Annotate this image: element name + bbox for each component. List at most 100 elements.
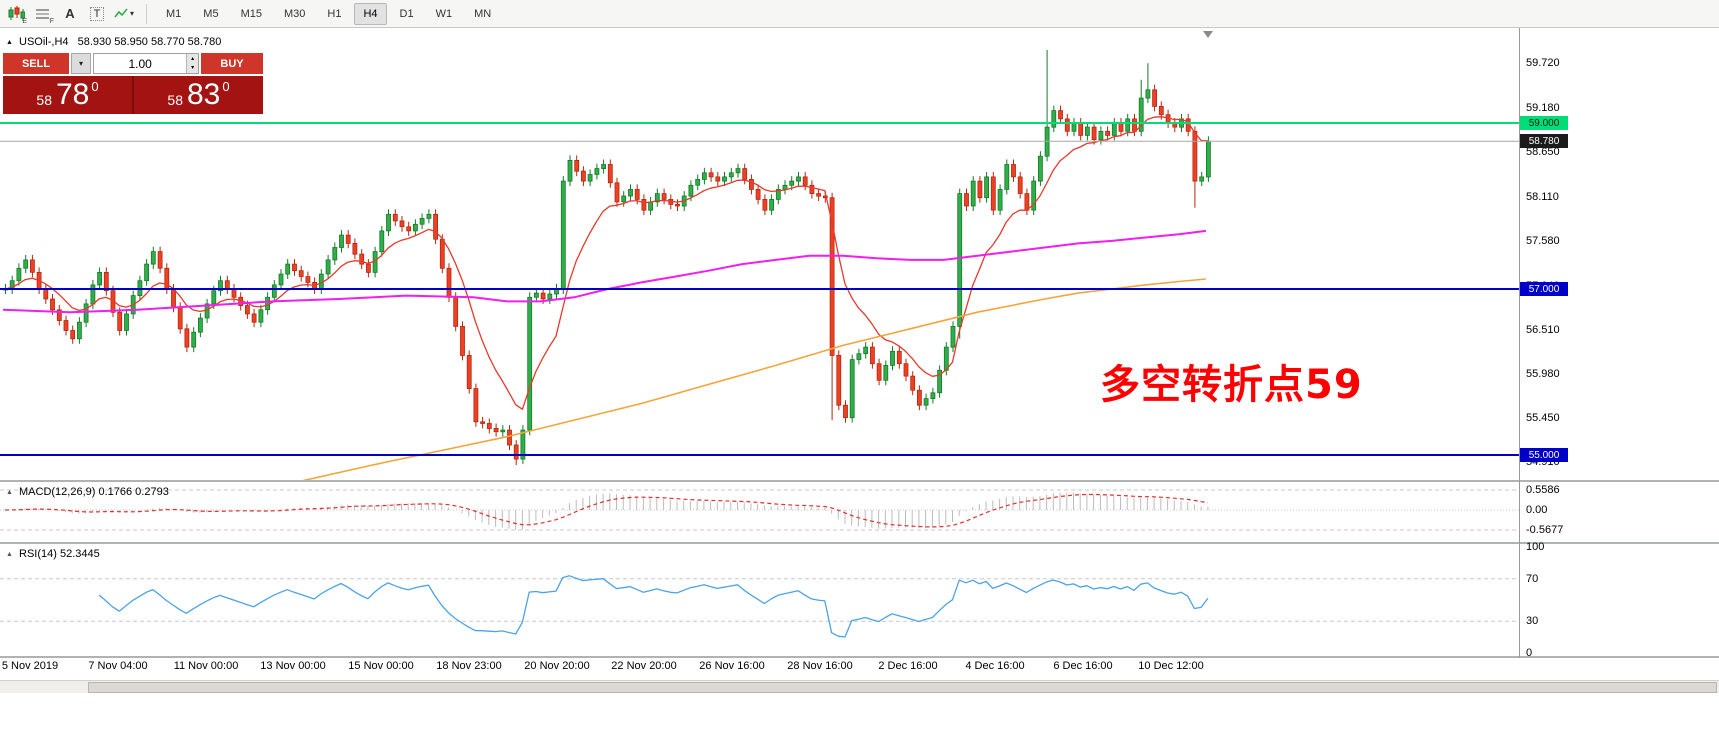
- sell-price-box[interactable]: 58 78 0: [3, 76, 132, 114]
- one-click-trade-panel: SELL ▾ ▴ ▾ BUY 58 78 0 58 83 0: [3, 53, 263, 114]
- rsi-label-text: RSI(14) 52.3445: [19, 548, 100, 560]
- date-axis[interactable]: 5 Nov 2019 7 Nov 04:00 11 Nov 00:00 13 Nov …: [0, 658, 1519, 676]
- shortcut-letter: E: [22, 17, 27, 25]
- main-price-chart[interactable]: [0, 28, 1519, 480]
- macd-axis-label: 0.00: [1526, 504, 1548, 516]
- text-tool-icon: A: [65, 6, 75, 21]
- date-axis-label: 6 Dec 16:00: [1053, 660, 1113, 672]
- timeframe-button-w1[interactable]: W1: [435, 7, 453, 20]
- rsi-axis-label: 100: [1526, 541, 1545, 553]
- date-axis-label: 11 Nov 00:00: [173, 660, 239, 672]
- text-label-tool-button[interactable]: T: [85, 3, 109, 25]
- macd-axis-label: -0.5677: [1526, 524, 1564, 536]
- timeframe-button-m15[interactable]: M15: [240, 7, 262, 20]
- drawing-tools-dropdown[interactable]: ▾: [112, 3, 136, 25]
- timeframe-button-mn[interactable]: MN: [474, 7, 492, 20]
- price-axis-label: 56.510: [1526, 323, 1560, 336]
- timeframe-button-m5[interactable]: M5: [203, 7, 219, 20]
- price-tag-59.000: 59.000: [1520, 116, 1568, 130]
- rsi-line: [98, 575, 1209, 638]
- price-axis-label: 59.720: [1526, 57, 1560, 70]
- buy-price-small: 58: [167, 92, 183, 108]
- ma-red-line: [4, 116, 1208, 410]
- timeframe-button-m30[interactable]: M30: [283, 7, 306, 20]
- date-axis-label: 5 Nov 2019: [1, 660, 59, 672]
- panel-separator[interactable]: [0, 480, 1719, 482]
- price-tag-57.000: 57.000: [1520, 282, 1568, 296]
- chart-shift-marker[interactable]: [1203, 31, 1213, 38]
- price-axis-border: [1519, 28, 1520, 658]
- macd-label: ▲ MACD(12,26,9) 0.1766 0.2793: [6, 486, 169, 498]
- scrollbar-thumb[interactable]: [88, 682, 1717, 693]
- rsi-axis-label: 70: [1526, 573, 1539, 585]
- shortcut-letter: F: [49, 17, 54, 25]
- ma-magenta-line: [2, 229, 1207, 314]
- buy-button[interactable]: BUY: [201, 53, 263, 74]
- horizontal-scrollbar: [0, 680, 1719, 693]
- stepper-down-icon[interactable]: ▾: [187, 63, 198, 73]
- panel-separator: [0, 656, 1719, 658]
- sell-price-big: 78: [55, 78, 90, 111]
- shapes-icon: [114, 8, 128, 18]
- candlestick-chart-icon: [8, 6, 25, 21]
- indicator-list-button[interactable]: F: [31, 3, 55, 25]
- timeframe-button-h4[interactable]: H4: [354, 2, 387, 25]
- volume-input[interactable]: [94, 54, 187, 73]
- timeframe-button-d1[interactable]: D1: [399, 7, 414, 20]
- chart-annotation-text: 多空转折点59: [1100, 362, 1363, 408]
- price-axis-label: 58.110: [1526, 190, 1559, 203]
- timeframe-button-h1[interactable]: H1: [327, 7, 342, 20]
- price-tag-58.780: 58.780: [1520, 134, 1568, 149]
- candles-layer: [3, 50, 1211, 465]
- date-axis-label: 20 Nov 20:00: [524, 660, 590, 672]
- text-label-icon: T: [89, 6, 105, 21]
- sell-price-small: 58: [36, 92, 52, 108]
- date-axis-label: 22 Nov 20:00: [611, 660, 677, 672]
- timeframe-button-m1[interactable]: M1: [166, 7, 182, 20]
- collapse-triangle-icon[interactable]: ▲: [6, 39, 13, 46]
- date-axis-label: 4 Dec 16:00: [965, 660, 1025, 672]
- chart-window-button[interactable]: E: [4, 3, 28, 25]
- panel-separator[interactable]: [0, 542, 1719, 544]
- order-type-dropdown[interactable]: ▾: [71, 53, 91, 74]
- sell-price-sup: 0: [91, 79, 99, 94]
- price-axis-label: 59.180: [1526, 102, 1560, 115]
- symbol-period-label: USOil-,H4: [19, 36, 69, 48]
- chevron-down-icon: ▾: [129, 9, 134, 18]
- macd-histogram: [11, 492, 1209, 530]
- date-axis-label: 7 Nov 04:00: [88, 660, 148, 672]
- price-axis[interactable]: 59.72059.18058.65058.11057.58057.04056.5…: [1520, 28, 1718, 659]
- buy-price-box[interactable]: 58 83 0: [132, 76, 263, 114]
- text-tool-button[interactable]: A: [58, 3, 82, 25]
- chevron-down-icon: ▾: [78, 59, 83, 68]
- rsi-panel-chart[interactable]: [0, 544, 1519, 656]
- rsi-axis-label: 30: [1526, 615, 1539, 627]
- ma-orange-line: [302, 278, 1206, 480]
- macd-label-text: MACD(12,26,9) 0.1766 0.2793: [19, 486, 169, 498]
- sell-button[interactable]: SELL: [3, 53, 69, 74]
- date-axis-label: 15 Nov 00:00: [348, 660, 414, 672]
- macd-axis-label: 0.5586: [1526, 484, 1560, 496]
- stepper-up-icon[interactable]: ▴: [187, 54, 198, 64]
- price-tag-55.000: 55.000: [1520, 448, 1568, 462]
- date-axis-label: 10 Dec 12:00: [1138, 660, 1204, 672]
- price-axis-label: 55.450: [1526, 411, 1560, 424]
- price-axis-label: 57.580: [1526, 234, 1560, 247]
- macd-panel-chart[interactable]: [0, 482, 1519, 542]
- ohlc-values: 58.930 58.950 58.770 58.780: [77, 36, 222, 48]
- toolbar: E F A T ▾ M1 M5 M15 M30 H1 H4 D1 W1 MN: [0, 0, 1719, 28]
- price-axis-label: 55.980: [1526, 367, 1560, 380]
- volume-field: ▴ ▾: [93, 53, 199, 74]
- toolbar-separator: [146, 3, 147, 24]
- date-axis-label: 26 Nov 16:00: [699, 660, 765, 672]
- rsi-axis-label: 0: [1526, 647, 1533, 659]
- date-axis-label: 28 Nov 16:00: [787, 660, 853, 672]
- date-axis-label: 18 Nov 23:00: [436, 660, 502, 672]
- collapse-triangle-icon[interactable]: ▲: [6, 489, 13, 496]
- volume-stepper: ▴ ▾: [186, 54, 198, 73]
- collapse-triangle-icon[interactable]: ▲: [6, 551, 13, 558]
- bid-ask-price-row: 58 78 0 58 83 0: [3, 76, 263, 114]
- timeframe-button-group: M1 M5 M15 M30 H1 H4 D1 W1 MN: [157, 2, 500, 25]
- date-axis-label: 2 Dec 16:00: [878, 660, 938, 672]
